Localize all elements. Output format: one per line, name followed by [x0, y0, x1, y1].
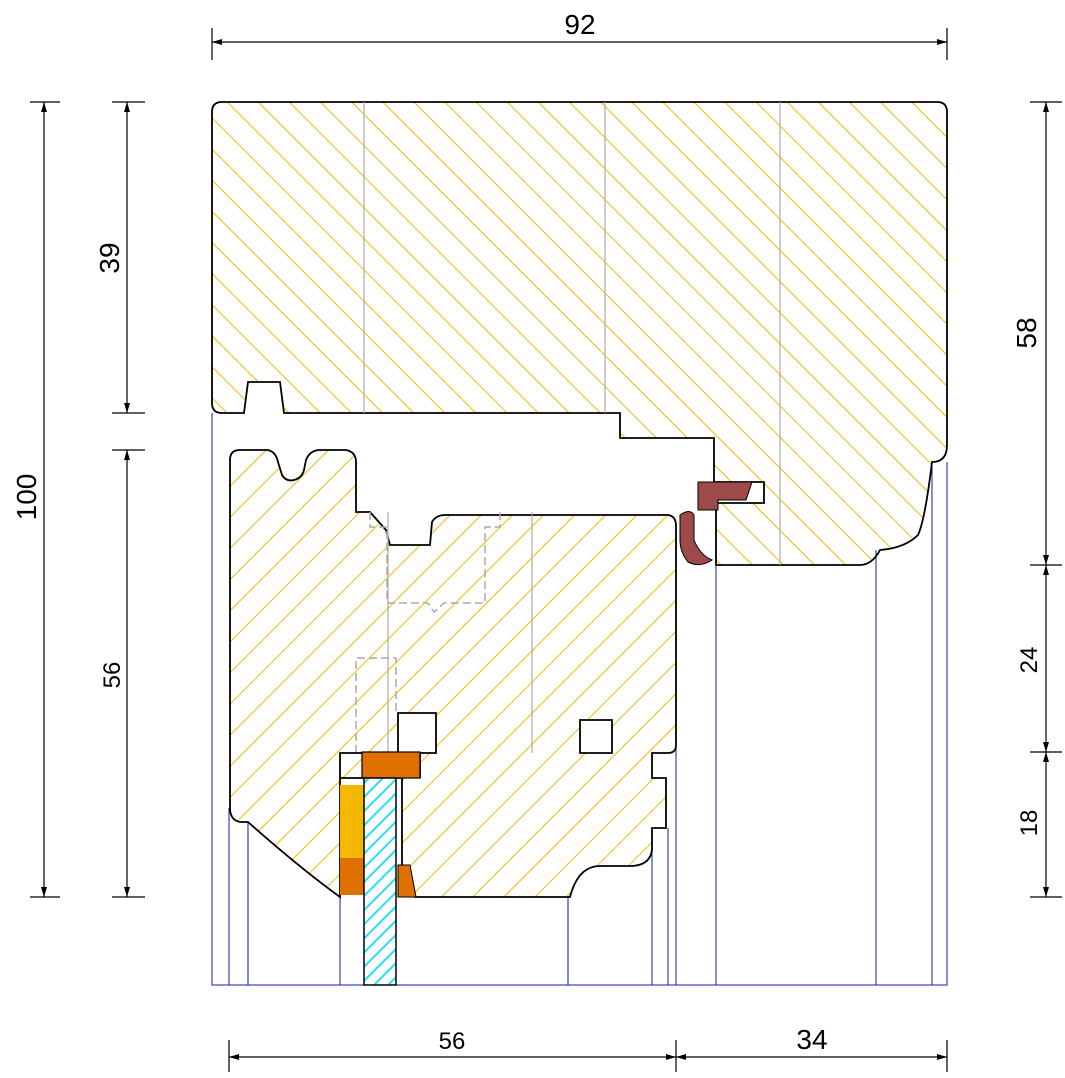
gasket — [340, 858, 364, 895]
dimension-label: 18 — [1016, 810, 1043, 837]
dimension-left-frame: 39 — [94, 101, 145, 451]
dimension-left-overall: 100 — [11, 101, 60, 898]
gasket — [340, 785, 364, 858]
dimension-label: 39 — [94, 242, 125, 273]
hardware-outline — [369, 512, 501, 614]
grain-line — [363, 102, 781, 565]
dimension-label: 92 — [564, 9, 595, 40]
frame-profile — [211, 101, 948, 566]
dimension-label: 100 — [11, 474, 42, 521]
weather-seal — [679, 481, 753, 566]
dimension-right: 58 24 18 — [1011, 101, 1062, 898]
dimension-label: 34 — [796, 1024, 827, 1055]
gasket — [397, 864, 417, 898]
dimension-label: 24 — [1016, 647, 1043, 674]
sash-profile — [229, 449, 677, 899]
dimension-label: 56 — [99, 662, 126, 689]
dimension-top: 92 — [211, 9, 948, 60]
gasket — [361, 751, 421, 779]
glass-pane — [363, 777, 397, 986]
dimension-label: 58 — [1011, 317, 1042, 348]
groove — [397, 712, 613, 754]
hardware-outline — [355, 657, 397, 753]
dimension-label: 56 — [439, 1028, 466, 1055]
dimension-left-sash: 56 — [99, 450, 145, 898]
dimension-bottom: 56 34 — [228, 1024, 948, 1072]
grain-line — [387, 512, 533, 753]
